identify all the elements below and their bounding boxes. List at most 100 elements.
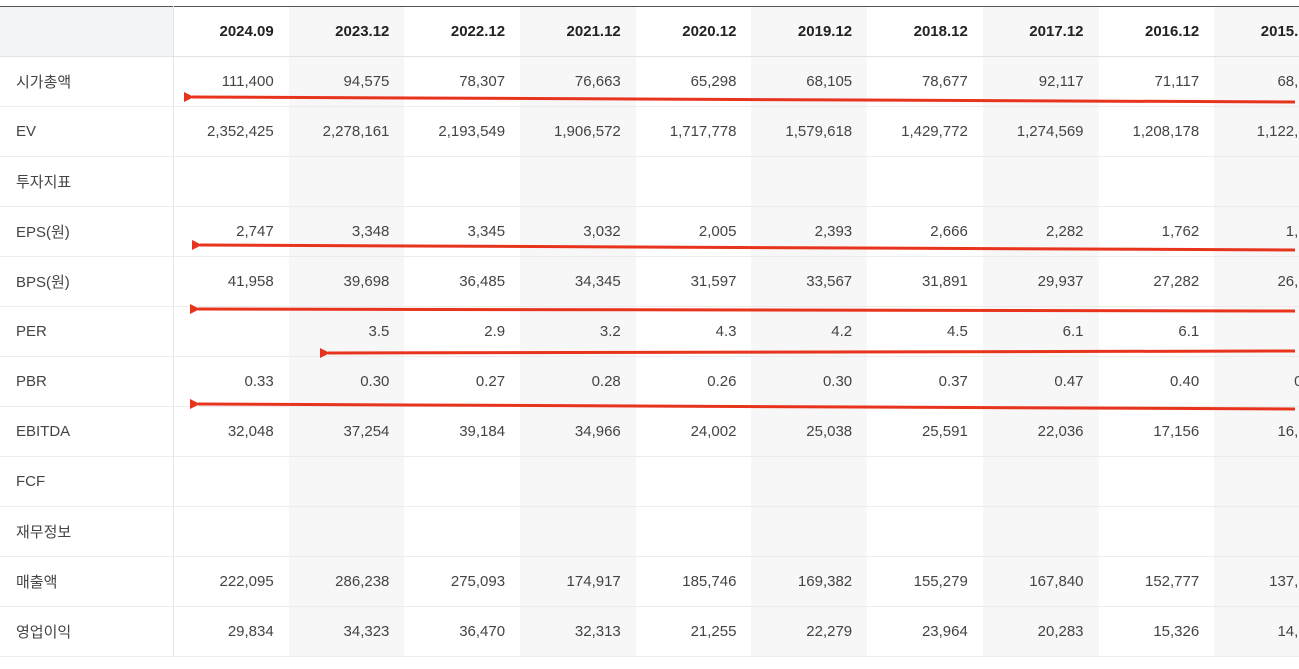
table-cell <box>982 456 1099 507</box>
table-cell: 34,323 <box>288 606 405 657</box>
table-row: 영업이익 29,834 34,323 36,470 32,313 21,255 22,279… <box>0 606 1299 657</box>
table-cell: 0.4 <box>1214 356 1299 407</box>
column-header[interactable]: 2022.12 <box>404 6 521 57</box>
table-cell: 2,666 <box>867 206 983 257</box>
table-cell <box>1098 156 1215 207</box>
table-cell: 22,036 <box>982 406 1099 457</box>
table-cell: 6. <box>1214 306 1299 357</box>
table-cell: 31,891 <box>867 256 983 307</box>
column-header[interactable]: 2017.12 <box>982 6 1099 57</box>
table-cell <box>288 456 405 507</box>
table-cell: 14,99 <box>1214 606 1299 657</box>
table-cell: 3,345 <box>404 206 521 257</box>
table-cell: 3,032 <box>520 206 636 257</box>
column-header[interactable]: 2016.12 <box>1098 6 1215 57</box>
table-row: BPS(원) 41,958 39,698 36,485 34,345 31,597 33,5… <box>0 256 1299 307</box>
table-cell: 76,663 <box>520 56 636 107</box>
table-cell <box>520 506 636 557</box>
table-cell <box>1214 456 1299 507</box>
column-header[interactable]: 2021.12 <box>520 6 636 57</box>
table-cell: 24,002 <box>635 406 752 457</box>
table-cell <box>173 456 289 507</box>
table-cell: 78,307 <box>404 56 521 107</box>
table-cell: 29,937 <box>982 256 1099 307</box>
table-cell: 6.1 <box>982 306 1099 357</box>
table-cell <box>635 506 752 557</box>
table-cell <box>1098 506 1215 557</box>
table-cell: 34,345 <box>520 256 636 307</box>
table-cell: 27,282 <box>1098 256 1215 307</box>
column-header[interactable]: 2015.12 <box>1214 6 1299 57</box>
table-cell: 78,677 <box>867 56 983 107</box>
table-cell: 4.3 <box>635 306 752 357</box>
table-cell: 2.9 <box>404 306 521 357</box>
table-row: PBR 0.33 0.30 0.27 0.28 0.26 0.30 0.37 0.47 0.40 0… <box>0 356 1299 407</box>
table-cell <box>867 156 983 207</box>
table-cell: 137,32 <box>1214 556 1299 607</box>
row-label: FCF <box>0 456 174 507</box>
table-cell: 1,579,618 <box>751 106 868 157</box>
row-label: EV <box>0 106 174 157</box>
table-cell: 36,485 <box>404 256 521 307</box>
table-cell <box>1098 456 1215 507</box>
table-row: 투자지표 <box>0 156 1299 207</box>
table-cell: 169,382 <box>751 556 868 607</box>
table-cell: 0.37 <box>867 356 983 407</box>
table-cell: 155,279 <box>867 556 983 607</box>
table-cell: 0.26 <box>635 356 752 407</box>
column-header[interactable]: 2020.12 <box>635 6 752 57</box>
table-cell: 0.28 <box>520 356 636 407</box>
table-cell: 0.27 <box>404 356 521 407</box>
table-cell: 92,117 <box>982 56 1099 107</box>
table-cell: 185,746 <box>635 556 752 607</box>
table-row: EPS(원) 2,747 3,348 3,345 3,032 2,005 2,393 2,66… <box>0 206 1299 257</box>
table-cell: 2,352,425 <box>173 106 289 157</box>
table-cell: 2,393 <box>751 206 868 257</box>
row-label: PER <box>0 306 174 357</box>
table-cell: 1,762 <box>1098 206 1215 257</box>
table-cell: 16,93 <box>1214 406 1299 457</box>
row-label: 재무정보 <box>0 506 174 557</box>
table-cell: 2,193,549 <box>404 106 521 157</box>
table-cell: 4.5 <box>867 306 983 357</box>
table-cell: 32,313 <box>520 606 636 657</box>
column-header[interactable]: 2018.12 <box>867 6 983 57</box>
table-cell: 152,777 <box>1098 556 1215 607</box>
table-cell: 39,184 <box>404 406 521 457</box>
row-label: BPS(원) <box>0 256 174 307</box>
table-cell <box>751 156 868 207</box>
table-cell: 21,255 <box>635 606 752 657</box>
table-cell: 3,348 <box>288 206 405 257</box>
column-header[interactable]: 2023.12 <box>288 6 405 57</box>
table-cell: 1,122,67 <box>1214 106 1299 157</box>
table-cell: 2,747 <box>173 206 289 257</box>
table-cell: 41,958 <box>173 256 289 307</box>
financial-table-container: 2024.09 2023.12 2022.12 2021.12 2020.12 … <box>0 6 1299 669</box>
table-row: 재무정보 <box>0 506 1299 557</box>
table-cell: 68,105 <box>751 56 868 107</box>
column-header[interactable]: 2019.12 <box>751 6 868 57</box>
table-row: EV 2,352,425 2,278,161 2,193,549 1,906,572 1,… <box>0 106 1299 157</box>
row-label: 매출액 <box>0 556 174 607</box>
table-cell: 167,840 <box>982 556 1099 607</box>
table-cell: 17,156 <box>1098 406 1215 457</box>
table-cell: 174,917 <box>520 556 636 607</box>
table-cell: 0.47 <box>982 356 1099 407</box>
table-cell: 71,117 <box>1098 56 1215 107</box>
table-cell: 1,74 <box>1214 206 1299 257</box>
table-row: 시가총액 111,400 94,575 78,307 76,663 65,298 68,10… <box>0 56 1299 107</box>
table-cell: 29,834 <box>173 606 289 657</box>
table-cell: 36,470 <box>404 606 521 657</box>
table-cell: 0.40 <box>1098 356 1215 407</box>
header-row: 2024.09 2023.12 2022.12 2021.12 2020.12 … <box>0 6 1299 57</box>
financial-table: 2024.09 2023.12 2022.12 2021.12 2020.12 … <box>0 6 1299 657</box>
table-cell: 111,400 <box>173 56 289 107</box>
table-cell: 25,591 <box>867 406 983 457</box>
table-cell <box>867 456 983 507</box>
table-cell: 286,238 <box>288 556 405 607</box>
table-cell <box>288 506 405 557</box>
table-cell: 33,567 <box>751 256 868 307</box>
column-header[interactable]: 2024.09 <box>173 6 289 57</box>
table-cell: 2,282 <box>982 206 1099 257</box>
